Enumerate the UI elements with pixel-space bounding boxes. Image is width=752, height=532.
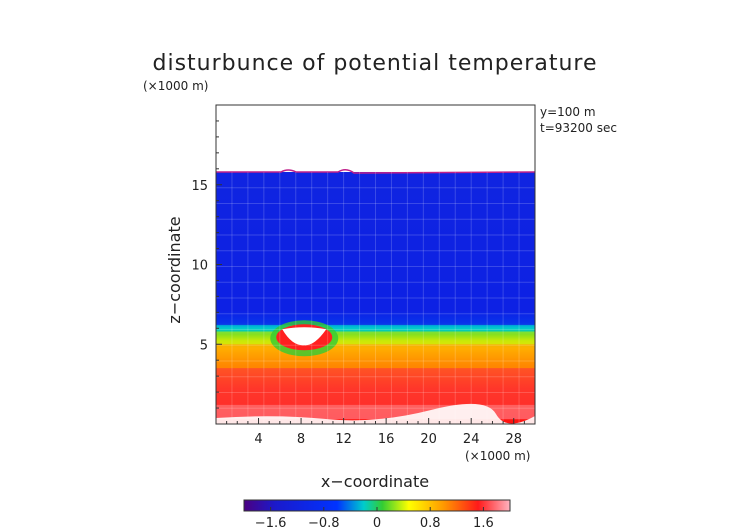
colorbar-tick-label: −0.8 (308, 516, 340, 531)
x-axis-label: x−coordinate (321, 472, 429, 491)
x-tick-label: 4 (254, 432, 262, 447)
y-tick-label: 15 (191, 179, 208, 194)
colorbar-tick-label: 0.8 (420, 516, 441, 531)
colorbar-tick-label: 1.6 (473, 516, 494, 531)
y-unit-label: (×1000 m) (143, 79, 208, 93)
colorbar-tick-label: −1.6 (255, 516, 287, 531)
colorbar-ticks: −1.6 −0.8 0 0.8 1.6 (255, 507, 494, 531)
y-ticks: 5 10 15 (191, 120, 222, 409)
field-layer-0 (216, 171, 535, 326)
annotation-t: t=93200 sec (540, 121, 617, 135)
x-ticks: 4 8 12 16 20 24 28 (226, 418, 525, 447)
colorbar: −1.6 −0.8 0 0.8 1.6 (243, 499, 511, 531)
y-axis-label: z−coordinate (165, 216, 184, 323)
y-tick-label: 5 (200, 338, 208, 353)
chart-title: disturbunce of potential temperature (153, 51, 598, 76)
x-tick-label: 16 (378, 432, 395, 447)
field-top-contour (216, 168, 536, 174)
field-layer-1 (216, 325, 535, 332)
x-tick-label: 28 (505, 432, 522, 447)
annotation-y: y=100 m (540, 105, 596, 119)
field-ground-band (216, 403, 535, 424)
x-tick-label: 12 (335, 432, 352, 447)
gridlines (216, 171, 535, 424)
x-unit-label: (×1000 m) (465, 449, 530, 463)
colorbar-tick-label: 0 (373, 516, 381, 531)
x-tick-label: 8 (297, 432, 305, 447)
field-layer-4 (216, 368, 535, 405)
x-tick-label: 20 (420, 432, 437, 447)
y-tick-label: 10 (191, 259, 208, 274)
plot-area: 4 8 12 16 20 24 28 5 10 15 (191, 104, 536, 447)
feature-core (282, 327, 327, 346)
x-tick-label: 24 (463, 432, 480, 447)
heatmap-field (216, 168, 536, 424)
